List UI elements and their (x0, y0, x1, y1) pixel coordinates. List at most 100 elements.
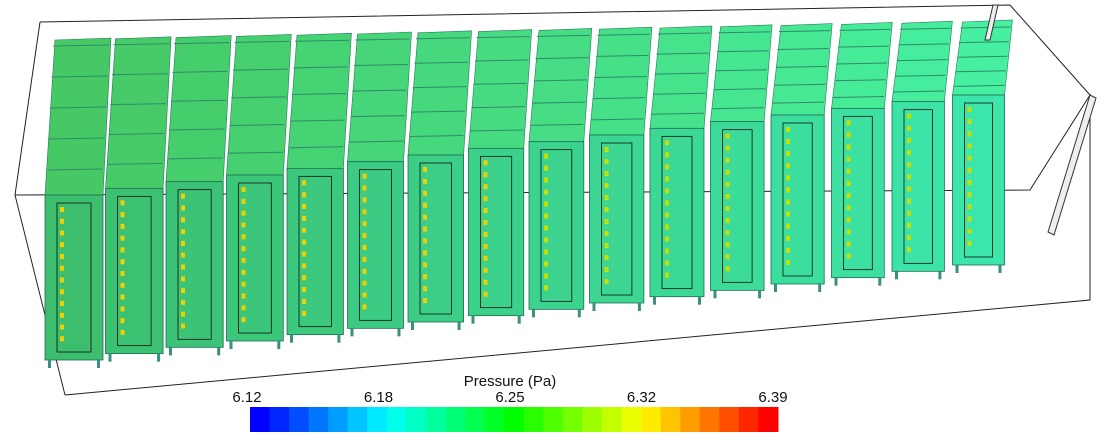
rack-foot (97, 360, 100, 368)
hot-spot (423, 202, 427, 208)
outlet-pipe (1047, 94, 1097, 236)
rack-foot (517, 315, 521, 324)
rack-foot (411, 322, 414, 330)
hot-spot (846, 144, 851, 150)
rack-shelf (837, 45, 889, 48)
hot-spot (967, 192, 972, 198)
rack-shelf (955, 70, 1006, 73)
hot-spot (302, 310, 306, 316)
hot-spot (907, 137, 911, 143)
rack-foot (834, 277, 838, 286)
rack-shelf (290, 119, 345, 122)
rack-front (347, 161, 404, 329)
rack-shelf (775, 65, 828, 68)
hot-spot (302, 251, 306, 257)
rack-shelf (957, 55, 1008, 58)
rack-top (710, 24, 773, 122)
colorbar-step (426, 407, 447, 432)
rack-front (286, 167, 344, 336)
hot-spot (846, 120, 851, 126)
rack-shelf (597, 33, 650, 36)
rack-shelf (49, 106, 106, 109)
hot-spot (120, 223, 125, 229)
rack-front (468, 147, 525, 317)
hot-spot (786, 199, 790, 205)
hot-spot (967, 167, 972, 173)
rack-foot (350, 328, 354, 337)
hot-spot (423, 167, 427, 172)
hot-spot (362, 233, 367, 239)
hot-spot (241, 210, 246, 216)
colorbar-step (621, 407, 642, 432)
hot-spot (786, 187, 790, 193)
colorbar-step (582, 407, 603, 432)
hot-spot (544, 201, 548, 207)
hot-spot (60, 312, 64, 318)
hot-spot (604, 183, 609, 188)
hot-spot (604, 267, 609, 272)
rack-shelf (591, 118, 644, 121)
rack-shelf (110, 103, 166, 106)
hot-spot (846, 168, 851, 174)
colorbar-step (289, 407, 310, 432)
hot-spot (665, 212, 669, 218)
rack-foot (955, 265, 959, 273)
hot-spot (120, 212, 125, 218)
colorbar-tick-label: 6.32 (627, 389, 656, 406)
hot-spot (846, 217, 851, 223)
hot-spot (423, 190, 427, 196)
rack-panel (419, 162, 453, 315)
hot-spot (544, 165, 548, 171)
rack-shelf (716, 50, 769, 53)
hot-spot (362, 197, 367, 203)
hot-spot (907, 186, 911, 192)
colorbar-step (484, 407, 505, 432)
hot-spot (181, 240, 185, 246)
hot-spot (60, 324, 64, 330)
hot-spot (302, 180, 306, 186)
hot-spot (725, 133, 730, 139)
rack-shelf (535, 57, 589, 60)
hot-spot (302, 275, 306, 281)
rack-shelf (411, 110, 465, 113)
rack-foot (653, 296, 656, 305)
hot-spot (302, 204, 306, 210)
rack-shelf (654, 72, 707, 75)
rack-shelf (893, 90, 945, 93)
rack-shelf (107, 162, 163, 165)
rack-shelf (592, 97, 646, 100)
rack-top (831, 22, 893, 109)
hot-spot (907, 113, 911, 119)
hot-spot (725, 157, 730, 163)
rack-panel (117, 195, 152, 347)
rack-panel (601, 142, 633, 296)
hot-spot (907, 174, 911, 180)
rack-foot (998, 265, 1002, 273)
hot-spot (241, 305, 246, 311)
colorbar-step (328, 407, 349, 432)
rack-shelf (349, 140, 404, 143)
rack-front (710, 121, 765, 291)
hot-spot (60, 207, 64, 212)
hot-spot (725, 266, 730, 272)
hot-spot (725, 242, 730, 248)
hot-spot (423, 226, 427, 232)
rack-top (226, 34, 292, 176)
hot-spot (423, 286, 427, 292)
hot-spot (604, 207, 609, 212)
hot-spot (483, 196, 488, 202)
rack-front (952, 94, 1005, 266)
rack-shelf (414, 61, 469, 64)
hot-spot (967, 240, 972, 246)
hot-spot (181, 252, 185, 258)
rack-front (649, 127, 705, 298)
colorbar-tick-label: 6.12 (232, 389, 261, 406)
hot-spot (181, 288, 185, 294)
rack-foot (169, 347, 172, 356)
hot-spot (181, 264, 185, 270)
hot-spot (423, 274, 427, 280)
rack-shelf (471, 106, 525, 109)
hot-spot (604, 243, 609, 248)
hot-spot (302, 287, 306, 293)
hot-spot (302, 298, 306, 304)
